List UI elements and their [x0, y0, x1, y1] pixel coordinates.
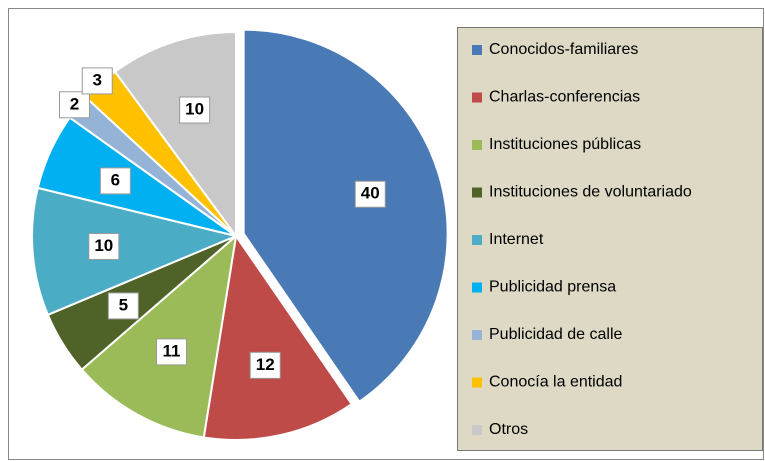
legend-label: Internet: [489, 231, 544, 248]
data-label-box: [179, 96, 211, 124]
legend-label: Publicidad de calle: [489, 326, 623, 343]
data-label-box: [107, 292, 139, 320]
legend-label: Instituciones públicas: [489, 136, 641, 153]
legend-label: Instituciones de voluntariado: [489, 184, 692, 201]
data-label: 11: [163, 341, 181, 360]
pie-slice: [31, 186, 240, 317]
data-label-box: [81, 67, 113, 95]
data-label-box: [88, 233, 120, 261]
legend-swatch: [472, 235, 482, 245]
legend-label: Charlas-conferencias: [489, 89, 640, 106]
legend-swatch: [472, 330, 482, 340]
legend-swatch: [472, 45, 482, 55]
legend-label: Conocía la entidad: [489, 374, 622, 391]
pie-slice: [113, 30, 237, 240]
legend-swatch: [472, 377, 482, 388]
legend-swatch: [472, 187, 482, 198]
legend-swatch: [472, 282, 482, 293]
pie-slice: [80, 233, 238, 439]
data-label: 3: [93, 70, 102, 89]
data-label: 2: [70, 94, 79, 113]
data-label-box: [249, 351, 281, 379]
data-label-box: [58, 91, 90, 119]
legend-box: [457, 27, 763, 451]
pie-slice: [242, 28, 449, 404]
data-label: 6: [111, 170, 120, 189]
data-label: 12: [256, 355, 275, 374]
legend-label: Otros: [489, 421, 528, 438]
data-label-box: [99, 167, 131, 195]
data-label-box: [156, 338, 188, 366]
pie-slice: [202, 233, 354, 441]
data-label: 10: [94, 236, 113, 255]
legend-swatch: [472, 425, 482, 435]
data-label: 40: [361, 184, 380, 203]
legend-swatch: [472, 140, 482, 150]
legend-label: Publicidad prensa: [489, 279, 616, 296]
legend-label: Conocidos-familiares: [489, 41, 638, 58]
data-label: 5: [119, 295, 128, 314]
data-label: 10: [185, 100, 204, 119]
data-label-box: [354, 180, 386, 208]
legend-swatch: [472, 92, 482, 103]
